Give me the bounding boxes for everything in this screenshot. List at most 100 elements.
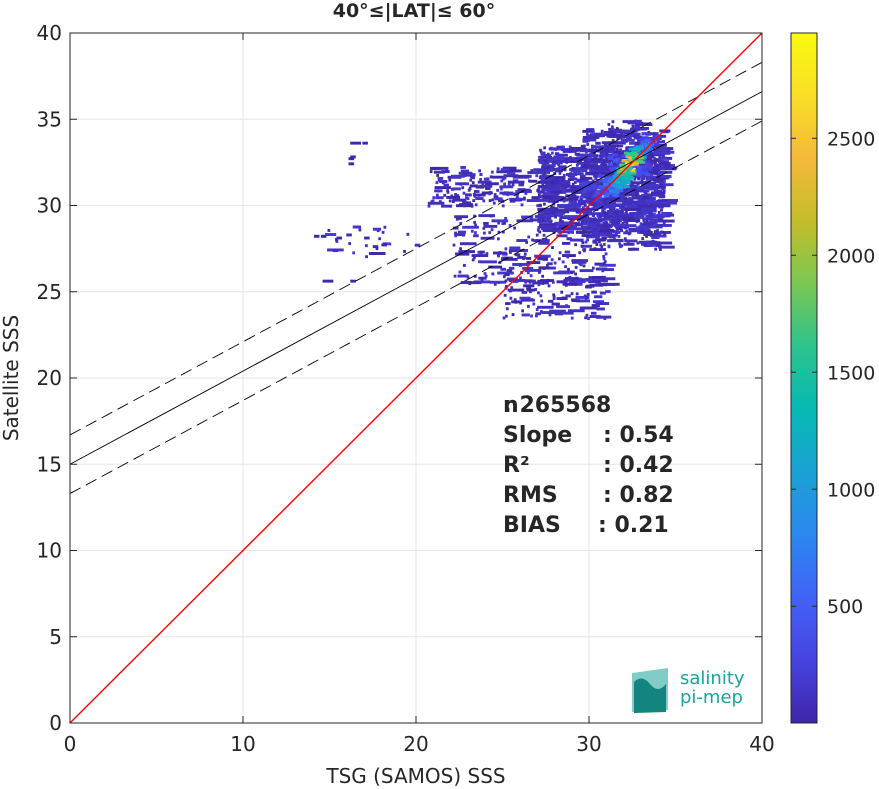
data-point xyxy=(473,234,479,238)
data-point xyxy=(580,220,584,224)
data-point xyxy=(628,197,632,200)
data-point xyxy=(571,278,574,282)
data-point xyxy=(658,170,673,174)
data-point xyxy=(601,162,604,166)
data-point xyxy=(564,250,571,254)
data-point xyxy=(626,189,633,193)
data-point xyxy=(452,243,456,247)
data-point xyxy=(584,147,588,151)
data-point xyxy=(501,177,505,181)
data-point xyxy=(657,158,661,162)
data-point xyxy=(635,146,641,150)
data-point xyxy=(591,188,597,192)
data-point xyxy=(609,235,616,239)
data-point xyxy=(459,242,477,246)
data-point xyxy=(558,251,562,255)
data-point xyxy=(542,174,546,177)
data-point xyxy=(577,221,581,225)
data-point xyxy=(608,210,612,214)
data-point xyxy=(593,136,597,140)
data-point xyxy=(550,205,553,209)
data-point xyxy=(591,129,595,133)
data-point xyxy=(601,147,615,151)
data-point xyxy=(660,191,663,195)
data-point xyxy=(467,173,476,177)
data-point xyxy=(606,166,609,170)
data-point xyxy=(650,201,654,205)
data-point xyxy=(556,152,560,156)
data-point xyxy=(580,224,584,228)
data-point xyxy=(505,307,509,311)
data-point xyxy=(575,222,578,226)
data-point xyxy=(536,228,540,232)
data-point xyxy=(603,282,620,286)
colorbar-tick-label: 2000 xyxy=(827,245,875,267)
data-point xyxy=(563,215,581,219)
data-point xyxy=(492,201,496,205)
data-point xyxy=(528,179,538,183)
data-point xyxy=(504,285,508,288)
data-point xyxy=(640,180,644,184)
data-point xyxy=(573,194,577,198)
data-point xyxy=(327,228,331,232)
data-point xyxy=(475,197,484,200)
data-point xyxy=(615,225,629,229)
data-point xyxy=(613,203,630,207)
data-point xyxy=(661,211,673,215)
data-point xyxy=(570,271,573,275)
data-point xyxy=(634,192,638,196)
data-point xyxy=(581,179,585,183)
data-point xyxy=(594,177,598,180)
stat-value: : 0.54 xyxy=(603,423,674,448)
data-point xyxy=(489,214,493,218)
data-point xyxy=(518,263,522,267)
data-point xyxy=(631,164,638,168)
data-point xyxy=(595,225,598,229)
data-point xyxy=(458,270,462,274)
data-point xyxy=(622,212,626,216)
data-point xyxy=(488,199,492,203)
data-point xyxy=(637,230,640,234)
data-point xyxy=(641,183,659,187)
data-point xyxy=(467,281,482,285)
data-point xyxy=(608,238,623,242)
data-point xyxy=(526,199,541,203)
data-point xyxy=(599,199,605,203)
data-point xyxy=(576,223,583,227)
data-point xyxy=(659,129,671,133)
data-point xyxy=(496,167,500,171)
logo-wave-front xyxy=(634,678,666,713)
stat-label: RMS xyxy=(503,483,558,508)
data-point xyxy=(585,295,589,299)
data-point xyxy=(550,190,562,194)
data-point xyxy=(594,240,598,244)
data-point xyxy=(453,274,457,278)
data-point xyxy=(562,173,566,177)
data-point xyxy=(452,187,461,191)
data-point xyxy=(626,204,630,208)
data-point xyxy=(541,194,559,198)
data-point xyxy=(602,158,605,162)
data-point xyxy=(541,281,545,285)
data-point xyxy=(563,168,567,172)
data-point xyxy=(601,164,605,168)
x-tick-label: 10 xyxy=(230,732,255,756)
data-point xyxy=(603,260,607,264)
data-point xyxy=(616,182,622,186)
data-point xyxy=(569,206,579,210)
data-point xyxy=(540,299,544,303)
data-point xyxy=(585,226,589,230)
data-point xyxy=(604,202,608,206)
data-point xyxy=(602,221,606,225)
data-point xyxy=(474,190,480,193)
data-point xyxy=(626,239,638,243)
data-point xyxy=(581,228,585,232)
data-point xyxy=(617,188,624,192)
data-point xyxy=(592,300,604,304)
data-point xyxy=(604,199,608,203)
data-point xyxy=(381,230,385,234)
data-point xyxy=(623,134,640,138)
data-point xyxy=(645,229,649,233)
data-point xyxy=(350,155,356,159)
data-point xyxy=(643,157,653,161)
